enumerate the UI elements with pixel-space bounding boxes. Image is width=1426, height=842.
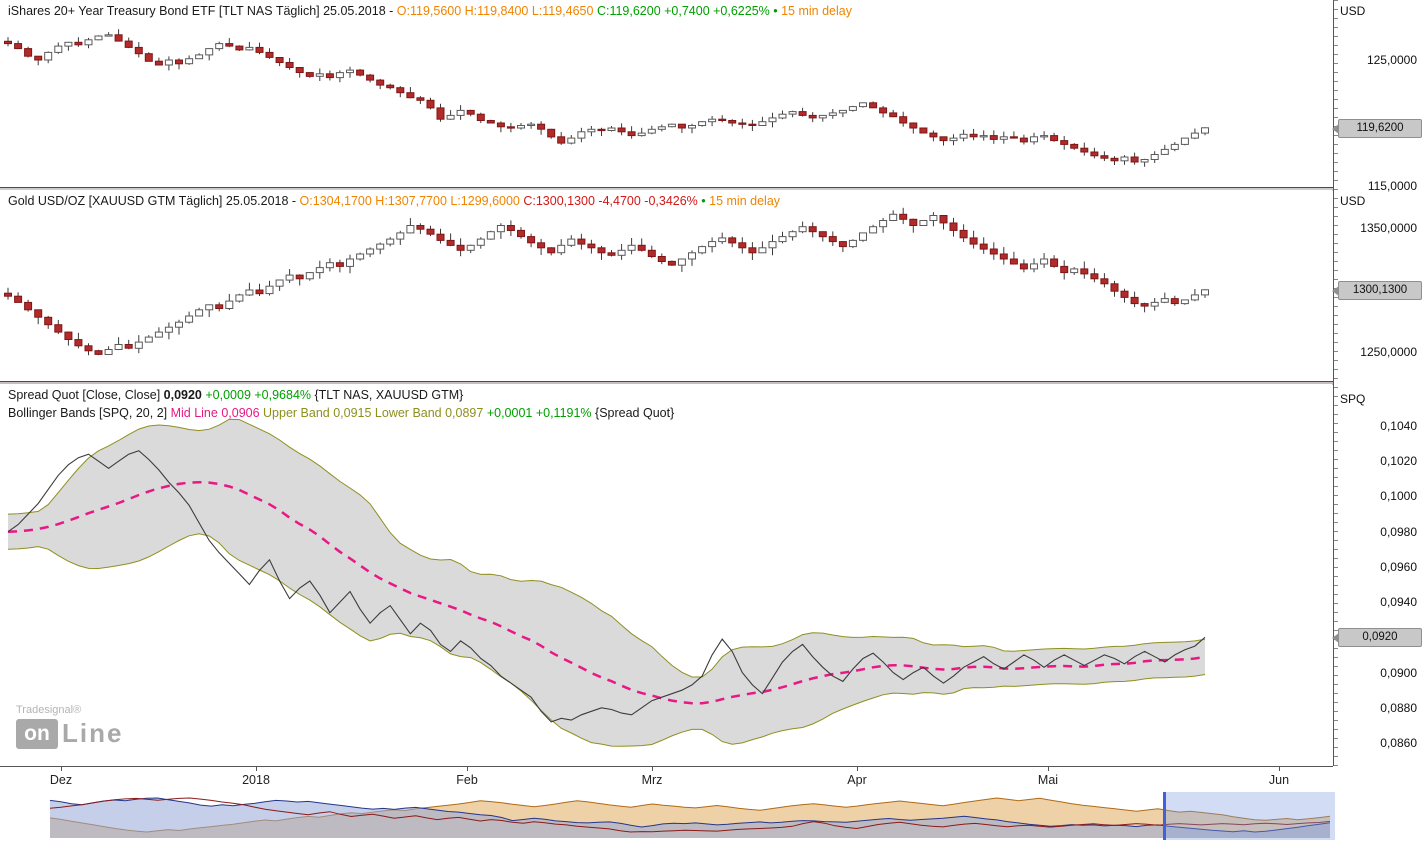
spread-axis-tick-3: 0,0980 <box>1380 524 1417 539</box>
spread-header1-segment-1: 0,0920 <box>163 388 206 402</box>
time-axis-label-Mrz: Mrz <box>641 773 663 787</box>
spread-axis-tick-5: 0,0940 <box>1380 595 1417 610</box>
tlt-header-segment-4: 15 min delay <box>781 4 852 18</box>
gold-header: Gold USD/OZ [XAUUSD GTM Täglich] 25.05.2… <box>8 194 780 208</box>
spread-header2-segment-3: Lower Band 0,0897 <box>374 406 487 420</box>
time-axis-tick-0 <box>61 767 62 771</box>
time-axis-label-Jun: Jun <box>1268 773 1290 787</box>
gold-last-price-badge: 1300,1300 <box>1332 280 1422 300</box>
navigator-selection-handle[interactable] <box>1163 792 1335 840</box>
spread-header1-segment-0: Spread Quot [Close, Close] <box>8 388 164 402</box>
time-axis-label-Feb: Feb <box>456 773 478 787</box>
watermark-logo-icon: on <box>16 718 58 749</box>
spread-header1-segment-2: +0,0009 +0,9684% <box>205 388 315 402</box>
time-axis-label-Mai: Mai <box>1037 773 1059 787</box>
spread-header2-segment-4: +0,0001 +0,1191% <box>486 406 596 420</box>
tlt-header-segment-3: • <box>769 4 782 18</box>
gold-header-segment-2: C:1300,1300 -4,4700 -0,3426% <box>523 194 698 208</box>
navigator-overview-chart[interactable] <box>0 792 1332 840</box>
axis-minor-ticks <box>1334 0 1338 766</box>
gold-axis-unit: USD <box>1340 194 1366 208</box>
spread-last-price-badge: 0,0920 <box>1332 628 1422 648</box>
price-axis-column[interactable]: USD 125,0000 115,0000 119,6200 USD 1350,0000 1… <box>1332 0 1426 766</box>
tlt-last-price-badge: 119,6200 <box>1332 118 1422 138</box>
spread-header-line1: Spread Quot [Close, Close] 0,0920 +0,000… <box>8 388 463 402</box>
navigator-strip[interactable] <box>0 792 1335 840</box>
time-axis-tick-3 <box>652 767 653 771</box>
price-panel-tlt[interactable]: iShares 20+ Year Treasury Bond ETF [TLT … <box>0 0 1332 187</box>
time-axis-label-Apr: Apr <box>847 773 867 787</box>
spread-axis-tick-8: 0,0860 <box>1380 736 1417 750</box>
spread-panel[interactable]: Spread Quot [Close, Close] 0,0920 +0,000… <box>0 384 1332 766</box>
panel-separator-2[interactable] <box>0 381 1426 385</box>
spread-axis-tick-6: 0,0900 <box>1380 665 1417 680</box>
spread-header2-segment-1: Mid Line 0,0906 <box>170 406 264 420</box>
time-axis-label-2018: 2018 <box>242 773 270 787</box>
price-panel-gold[interactable]: Gold USD/OZ [XAUUSD GTM Täglich] 25.05.2… <box>0 190 1332 381</box>
time-axis-tick-2 <box>467 767 468 771</box>
gold-axis-tick-1: 1250,0000 <box>1360 344 1417 359</box>
gold-header-segment-0: Gold USD/OZ [XAUUSD GTM Täglich] 25.05.2… <box>8 194 300 208</box>
time-axis-tick-5 <box>1048 767 1049 771</box>
gold-axis-tick-0: 1350,0000 <box>1360 220 1417 235</box>
spread-axis-tick-1: 0,1020 <box>1380 454 1417 469</box>
tlt-header-segment-2: C:119,6200 +0,7400 +0,6225% <box>596 4 770 18</box>
time-axis-tick-6 <box>1279 767 1280 771</box>
spread-header1-segment-3: {TLT NAS, XAUUSD GTM} <box>314 388 464 402</box>
gold-header-segment-3: • <box>697 194 710 208</box>
tlt-header-segment-0: iShares 20+ Year Treasury Bond ETF [TLT … <box>8 4 397 18</box>
watermark-brand-text: Tradesignal® <box>16 704 82 716</box>
spread-axis-tick-2: 0,1000 <box>1380 489 1417 504</box>
panel-separator-1[interactable] <box>0 187 1426 191</box>
gold-header-segment-4: 15 min delay <box>709 194 781 208</box>
spread-axis-unit: SPQ <box>1340 392 1366 406</box>
spread-axis-tick-7: 0,0880 <box>1380 700 1417 715</box>
gold-candlestick-chart[interactable] <box>0 190 1332 381</box>
tlt-header: iShares 20+ Year Treasury Bond ETF [TLT … <box>8 4 852 18</box>
watermark-logo-text: Line <box>62 718 124 748</box>
tlt-axis-tick-1: 115,0000 <box>1367 178 1417 193</box>
spread-header2-segment-2: Upper Band 0,0915 <box>263 406 375 420</box>
time-axis-label-Dez: Dez <box>49 773 73 787</box>
time-axis[interactable]: Dez 2018 Feb Mrz Apr Mai Jun <box>0 766 1333 793</box>
tlt-axis-tick-0: 125,0000 <box>1366 52 1417 67</box>
spread-header-line2: Bollinger Bands [SPQ, 20, 2] Mid Line 0,… <box>8 406 674 420</box>
spread-header2-segment-5: {Spread Quot} <box>595 406 675 420</box>
tlt-candlestick-chart[interactable] <box>0 0 1332 187</box>
tlt-header-segment-1: O:119,5600 H:119,8400 L:119,4650 <box>396 4 597 18</box>
tradesignal-watermark: Tradesignal® on Line <box>16 704 123 749</box>
tlt-axis-unit: USD <box>1340 4 1366 18</box>
gold-header-segment-1: O:1304,1700 H:1307,7700 L:1299,6000 <box>299 194 524 208</box>
spread-bollinger-chart[interactable] <box>0 384 1332 766</box>
time-axis-tick-1 <box>256 767 257 771</box>
spread-axis-tick-4: 0,0960 <box>1380 559 1417 574</box>
spread-header2-segment-0: Bollinger Bands [SPQ, 20, 2] <box>8 406 171 420</box>
spread-axis-tick-0: 0,1040 <box>1380 419 1417 433</box>
time-axis-tick-4 <box>857 767 858 771</box>
